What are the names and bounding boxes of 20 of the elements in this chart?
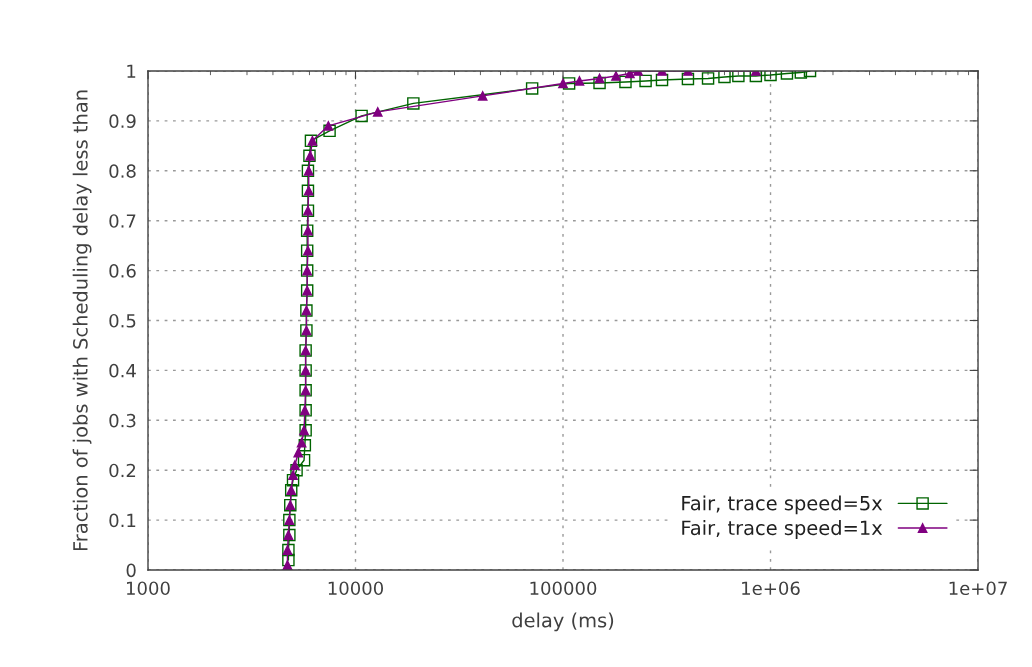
x-tick-label: 10000 xyxy=(328,581,384,596)
y-tick-label: 0.9 xyxy=(109,114,136,128)
x-tick-label: 100000 xyxy=(530,581,597,596)
y-tick-label: 0.6 xyxy=(109,264,136,278)
y-tick-label: 0.8 xyxy=(109,164,136,178)
x-tick-label: 1000 xyxy=(127,581,170,596)
y-tick-label: 0.3 xyxy=(109,413,136,428)
y-tick-label: 1 xyxy=(127,64,136,78)
y-axis-title: Fraction of jobs with Scheduling delay less than xyxy=(72,90,92,551)
y-tick-label: 0.5 xyxy=(109,313,136,328)
y-tick-label: 0.4 xyxy=(109,363,136,378)
y-tick-label: 0.2 xyxy=(109,463,136,478)
x-tick-label: 1e+06 xyxy=(742,581,800,596)
y-tick-label: 0 xyxy=(126,563,136,578)
x-tick-label: 1e+07 xyxy=(949,581,1007,596)
legend-label: Fair, trace speed=5x xyxy=(682,495,883,515)
x-axis-title: delay (ms) xyxy=(512,612,614,632)
y-tick-label: 0.1 xyxy=(109,513,136,528)
legend-label: Fair, trace speed=1x xyxy=(682,520,883,539)
y-tick-label: 0.7 xyxy=(109,214,136,228)
